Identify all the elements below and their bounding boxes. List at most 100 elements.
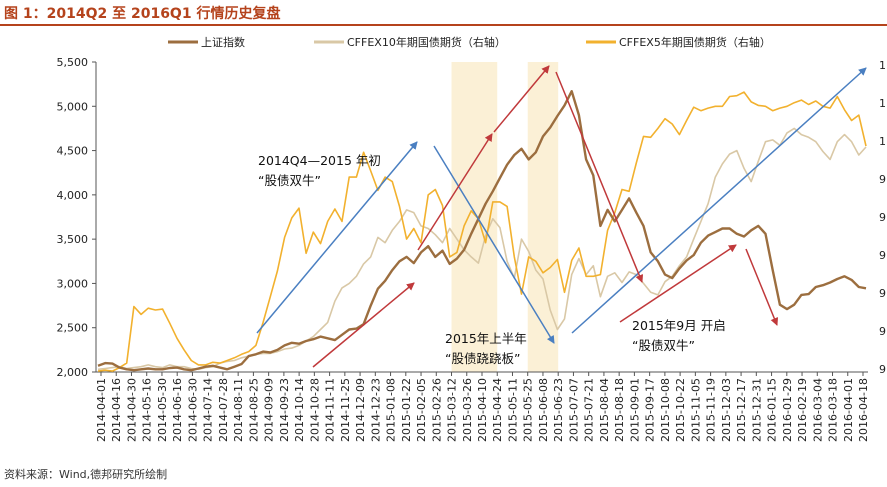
x-tick-label: 2014-11-25 [339,378,352,442]
x-tick-label: 2015-09-01 [628,378,641,442]
x-tick-label: 2015-02-05 [415,378,428,442]
right-axis-ticks: 1 1 1 9 9 9 9 9 9 [879,59,886,376]
x-tick-label: 2014-07-28 [217,378,230,442]
right-axis-tick-label: 9 [879,325,886,338]
series-line-2 [97,91,867,372]
x-tick-label: 2014-04-30 [125,378,138,442]
x-tick-label: 2016-01-29 [781,378,794,442]
x-tick-label: 2015-01-22 [400,378,413,442]
x-tick-label: 2016-02-19 [796,378,809,442]
x-tick-label: 2015-01-08 [385,378,398,442]
source-note: 资料来源：Wind,德邦研究所绘制 [4,468,168,481]
x-tick-label: 2015-04-10 [476,378,489,442]
annotation-text: 2015年上半年 [445,331,527,346]
y-tick-label: 5,500 [57,56,89,69]
x-tick-label: 2014-12-09 [354,378,367,442]
x-tick-label: 2014-07-14 [202,378,215,442]
annotations: 2014Q4—2015 年初 “股债双牛” 2015年上半年 “股债跷跷板” 2015年… [258,153,726,366]
x-tick-label: 2014-10-14 [293,378,306,442]
legend-label: CFFEX10年期国债期货（右轴） [347,35,506,49]
legend-label: 上证指数 [201,35,245,49]
legend-label: CFFEX5年期国债期货（右轴） [619,35,771,49]
trend-arrow-red [417,133,493,251]
x-tick-label: 2015-05-11 [506,378,519,442]
x-tick-label: 2015-07-07 [567,378,580,442]
series-line-0 [97,89,867,372]
x-tick-label: 2014-08-11 [232,378,245,442]
x-tick-label: 2016-03-18 [827,378,840,442]
trend-arrow-blue [433,145,555,344]
trend-arrow-blue [571,67,867,334]
y-tick-label: 2,000 [57,366,89,379]
x-tick-label: 2014-11-11 [324,378,337,442]
x-tick-label: 2015-11-19 [705,378,718,442]
x-tick-label: 2015-12-17 [735,378,748,442]
y-tick-label: 4,000 [57,189,89,202]
annotation-text: “股债双牛” [258,173,321,188]
trend-arrow-red [312,282,415,368]
right-axis-tick-label: 9 [879,363,886,376]
x-tick-label: 2014-12-23 [369,378,382,442]
x-tick-label: 2015-10-08 [659,378,672,442]
trend-arrow-red [555,71,644,283]
x-tick-label: 2015-06-08 [537,378,550,442]
x-tick-label: 2015-10-22 [674,378,687,442]
x-tick-label: 2015-07-21 [583,378,596,442]
trend-arrow-red [493,65,550,133]
x-tick-label: 2015-03-12 [446,378,459,442]
x-tick-label: 2015-08-04 [598,378,611,442]
x-tick-label: 2015-12-03 [720,378,733,442]
x-tick-label: 2014-09-23 [278,378,291,442]
right-axis-tick-label: 9 [879,249,886,262]
annotation-text: “股债双牛” [632,338,695,353]
y-axis-ticks: 5,500 5,000 4,500 4,000 3,500 3,000 2,500 2,000 [57,56,96,379]
trend-arrow-red [619,244,737,323]
x-tick-label: 2014-04-01 [95,378,108,442]
x-tick-label: 2015-08-18 [613,378,626,442]
x-tick-label: 2015-05-25 [522,378,535,442]
y-tick-label: 3,000 [57,277,89,290]
trend-arrow-red [745,248,779,326]
x-tick-label: 2016-04-18 [857,378,870,442]
right-axis-tick-label: 1 [879,135,886,148]
x-tick-label: 2016-01-15 [766,378,779,442]
right-axis-tick-label: 9 [879,287,886,300]
x-tick-label: 2014-06-16 [171,378,184,442]
y-tick-label: 3,500 [57,233,89,246]
x-tick-label: 2014-05-16 [141,378,154,442]
x-tick-label: 2014-06-30 [186,378,199,442]
x-tick-label: 2014-08-25 [247,378,260,442]
x-tick-label: 2014-04-16 [110,378,123,442]
x-tick-label: 2014-10-28 [308,378,321,442]
shaded-period [527,62,559,372]
annotation-text: “股债跷跷板” [445,351,520,366]
x-tick-label: 2015-12-31 [750,378,763,442]
right-axis-tick-label: 9 [879,211,886,224]
y-tick-label: 5,000 [57,100,89,113]
x-axis-ticks: 2014-04-01 2014-04-16 2014-04-30 2014-05-16… [95,372,870,442]
x-tick-label: 2016-04-01 [842,378,855,442]
y-tick-label: 2,500 [57,322,89,335]
x-tick-label: 2015-09-17 [644,378,657,442]
figure-title: 图 1：2014Q2 至 2016Q1 行情历史复盘 [4,6,281,22]
legend: 上证指数 CFFEX10年期国债期货（右轴） CFFEX5年期国债期货（右轴） [168,35,771,49]
right-axis-tick-label: 1 [879,59,886,72]
x-tick-label: 2014-09-09 [263,378,276,442]
right-axis-tick-label: 1 [879,97,886,110]
x-tick-label: 2016-03-04 [811,378,824,442]
x-tick-label: 2015-02-26 [430,378,443,442]
title-divider [0,24,887,26]
annotation-text: 2015年9月 开启 [632,318,726,333]
x-tick-label: 2015-03-26 [461,378,474,442]
series-lines [97,89,867,372]
trend-arrow-blue [256,141,418,334]
x-tick-label: 2015-11-05 [689,378,702,442]
x-tick-label: 2015-04-24 [491,378,504,442]
x-tick-label: 2014-05-30 [156,378,169,442]
x-tick-label: 2015-06-23 [552,378,565,442]
y-tick-label: 4,500 [57,145,89,158]
trend-arrows [256,65,867,368]
right-axis-tick-label: 9 [879,173,886,186]
annotation-text: 2014Q4—2015 年初 [258,153,381,168]
